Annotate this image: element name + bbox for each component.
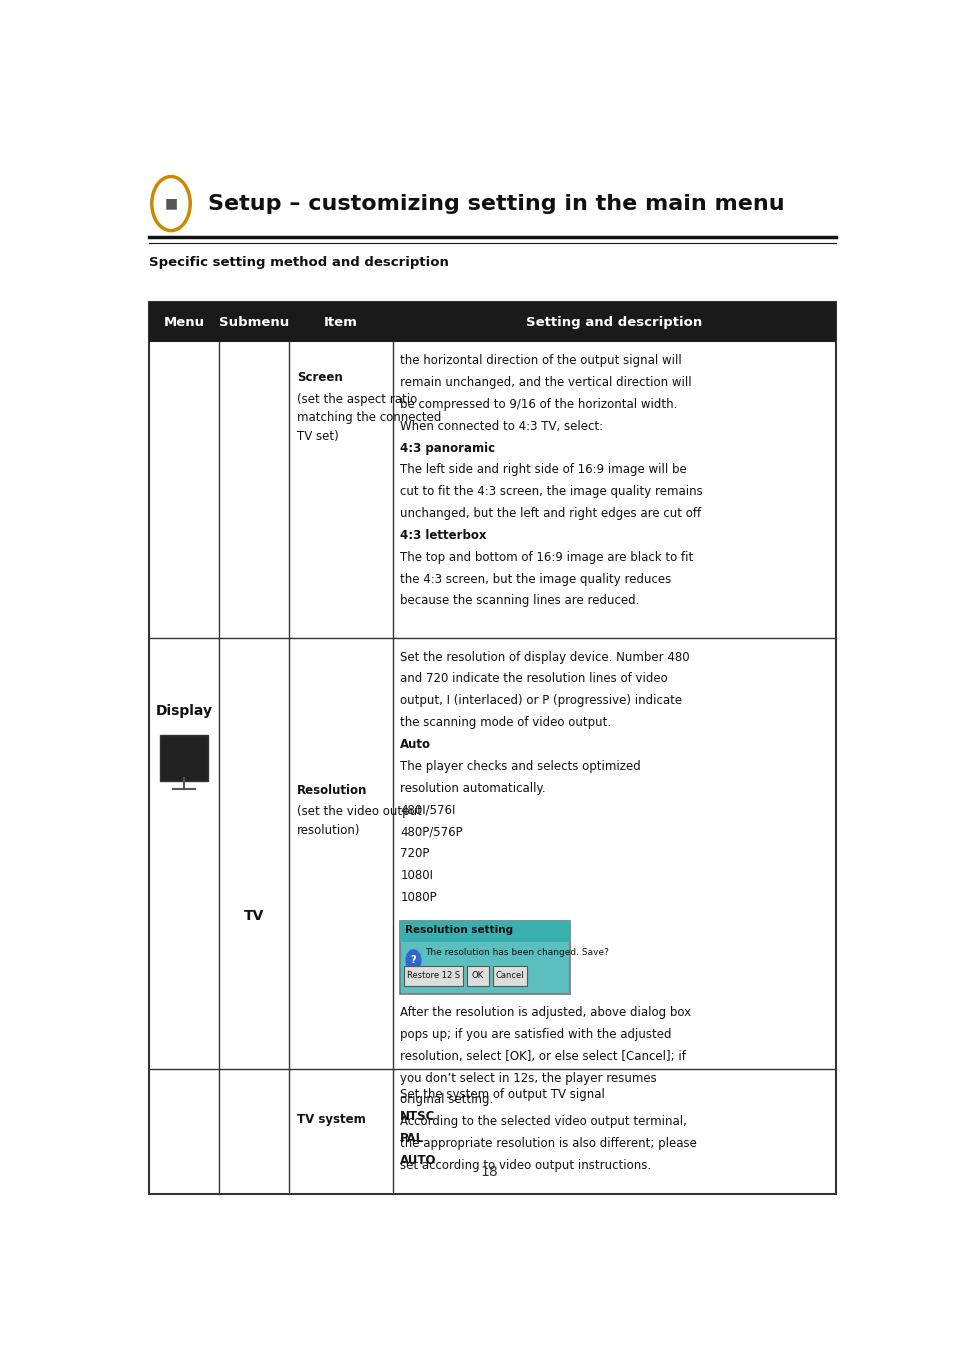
Text: AUTO: AUTO: [400, 1154, 436, 1166]
Text: the scanning mode of video output.: the scanning mode of video output.: [400, 716, 611, 729]
Text: ?: ?: [411, 956, 416, 965]
Text: Menu: Menu: [163, 316, 204, 328]
Text: cut to fit the 4:3 screen, the image quality remains: cut to fit the 4:3 screen, the image qua…: [400, 485, 702, 498]
Text: the horizontal direction of the output signal will: the horizontal direction of the output s…: [400, 354, 681, 367]
Text: TV system: TV system: [296, 1112, 365, 1126]
Text: After the resolution is adjusted, above dialog box: After the resolution is adjusted, above …: [400, 1006, 691, 1019]
Text: unchanged, but the left and right edges are cut off: unchanged, but the left and right edges …: [400, 508, 700, 520]
FancyBboxPatch shape: [160, 734, 208, 780]
Text: Specific setting method and description: Specific setting method and description: [149, 255, 448, 269]
Text: the appropriate resolution is also different; please: the appropriate resolution is also diffe…: [400, 1137, 697, 1150]
Text: remain unchanged, and the vertical direction will: remain unchanged, and the vertical direc…: [400, 377, 691, 389]
Text: ■: ■: [164, 197, 177, 211]
Text: (set the video output
resolution): (set the video output resolution): [296, 806, 421, 837]
Text: 4:3 panoramic: 4:3 panoramic: [400, 441, 495, 455]
Text: pops up; if you are satisfied with the adjusted: pops up; if you are satisfied with the a…: [400, 1027, 671, 1041]
Text: 480P/576P: 480P/576P: [400, 825, 462, 838]
Text: resolution, select [OK], or else select [Cancel]; if: resolution, select [OK], or else select …: [400, 1050, 685, 1062]
Text: Resolution: Resolution: [296, 783, 367, 796]
Text: 720P: 720P: [400, 846, 429, 860]
Circle shape: [406, 950, 420, 971]
Text: Screen: Screen: [296, 371, 342, 383]
Text: the 4:3 screen, but the image quality reduces: the 4:3 screen, but the image quality re…: [400, 572, 671, 586]
FancyBboxPatch shape: [400, 921, 570, 994]
Text: you don’t select in 12s, the player resumes: you don’t select in 12s, the player resu…: [400, 1072, 657, 1084]
FancyBboxPatch shape: [492, 965, 526, 987]
Text: set according to video output instructions.: set according to video output instructio…: [400, 1158, 651, 1172]
Text: Setting and description: Setting and description: [526, 316, 702, 328]
FancyBboxPatch shape: [400, 921, 570, 942]
Text: OK: OK: [472, 972, 483, 980]
Text: Item: Item: [324, 316, 357, 328]
Text: When connected to 4:3 TV, select:: When connected to 4:3 TV, select:: [400, 420, 602, 433]
Text: According to the selected video output terminal,: According to the selected video output t…: [400, 1115, 686, 1129]
FancyBboxPatch shape: [149, 302, 836, 342]
FancyBboxPatch shape: [149, 302, 836, 1195]
Text: Restore 12 S: Restore 12 S: [407, 972, 459, 980]
Circle shape: [157, 185, 184, 223]
Text: and 720 indicate the resolution lines of video: and 720 indicate the resolution lines of…: [400, 672, 667, 686]
Text: Set the resolution of display device. Number 480: Set the resolution of display device. Nu…: [400, 651, 689, 664]
Text: Submenu: Submenu: [219, 316, 289, 328]
Text: 4:3 letterbox: 4:3 letterbox: [400, 529, 486, 541]
Text: The left side and right side of 16:9 image will be: The left side and right side of 16:9 ima…: [400, 463, 686, 477]
Text: Display: Display: [155, 703, 213, 718]
Text: (set the aspect ratio
matching the connected
TV set): (set the aspect ratio matching the conne…: [296, 393, 440, 443]
FancyBboxPatch shape: [466, 965, 488, 987]
FancyBboxPatch shape: [403, 965, 462, 987]
Text: be compressed to 9/16 of the horizontal width.: be compressed to 9/16 of the horizontal …: [400, 398, 677, 410]
Text: The top and bottom of 16:9 image are black to fit: The top and bottom of 16:9 image are bla…: [400, 551, 693, 564]
Text: resolution automatically.: resolution automatically.: [400, 782, 545, 795]
Text: PAL: PAL: [400, 1131, 424, 1145]
Text: 480I/576I: 480I/576I: [400, 803, 456, 817]
Text: Resolution setting: Resolution setting: [404, 925, 512, 936]
Text: NTSC: NTSC: [400, 1110, 436, 1123]
Text: 1080I: 1080I: [400, 869, 433, 882]
Text: Set the system of output TV signal: Set the system of output TV signal: [400, 1088, 604, 1102]
Text: because the scanning lines are reduced.: because the scanning lines are reduced.: [400, 594, 639, 608]
Text: original setting.: original setting.: [400, 1094, 493, 1107]
Text: Setup – customizing setting in the main menu: Setup – customizing setting in the main …: [208, 193, 783, 213]
Text: The resolution has been changed. Save?: The resolution has been changed. Save?: [424, 948, 608, 957]
Text: TV: TV: [244, 909, 264, 923]
Text: 18: 18: [479, 1165, 497, 1180]
Text: The player checks and selects optimized: The player checks and selects optimized: [400, 760, 640, 772]
Text: output, I (interlaced) or P (progressive) indicate: output, I (interlaced) or P (progressive…: [400, 694, 681, 707]
Text: 1080P: 1080P: [400, 891, 436, 903]
Text: Auto: Auto: [400, 738, 431, 751]
Text: Cancel: Cancel: [495, 972, 523, 980]
